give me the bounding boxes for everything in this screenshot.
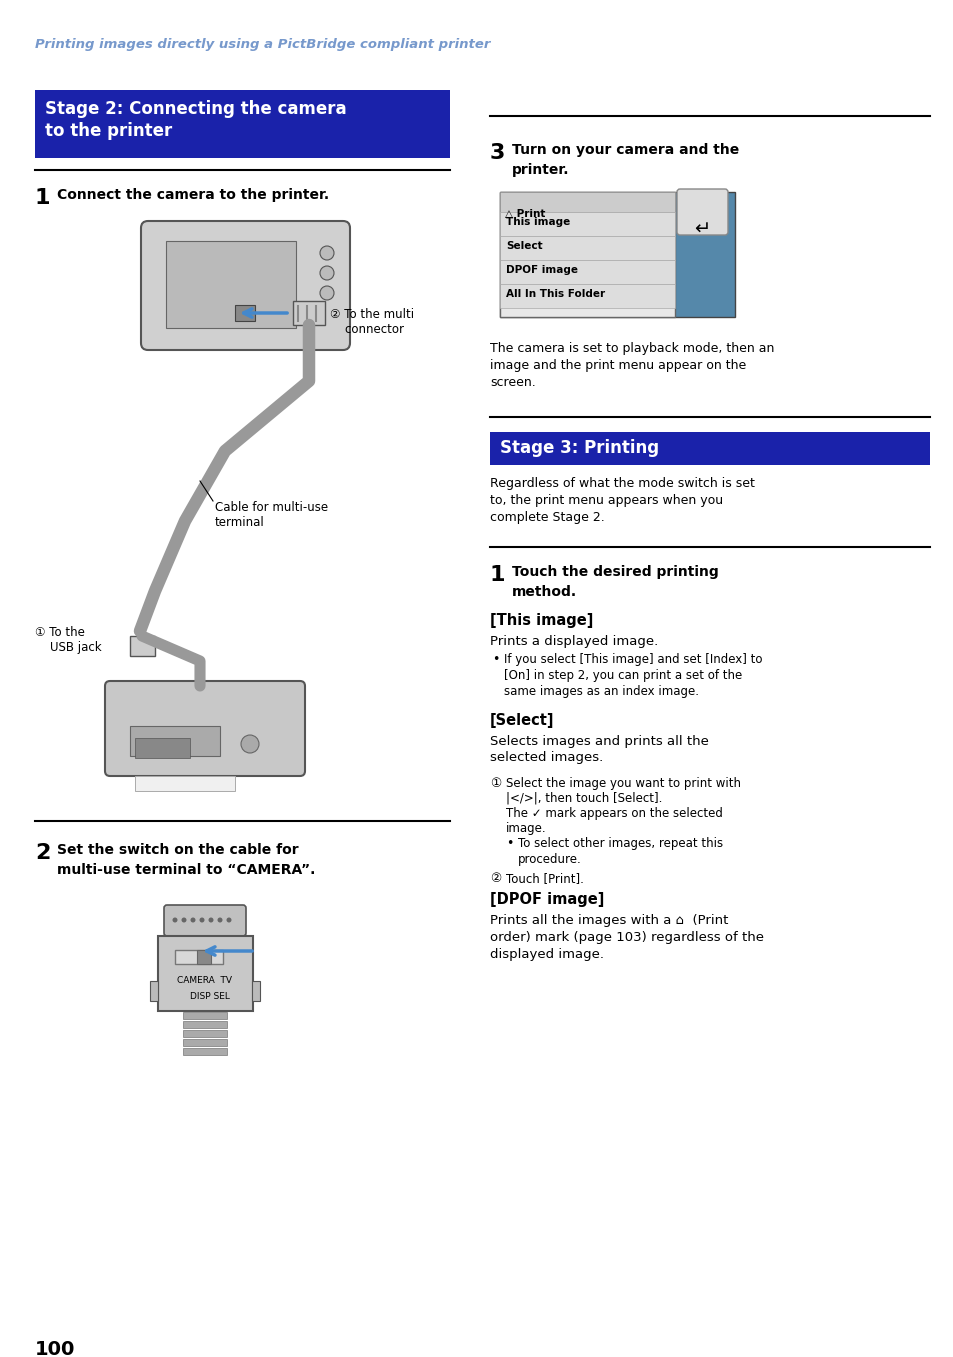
Bar xyxy=(35,90,450,157)
Circle shape xyxy=(319,246,334,261)
Text: Prints a displayed image.: Prints a displayed image. xyxy=(490,635,658,649)
Text: 1: 1 xyxy=(490,565,505,585)
Circle shape xyxy=(172,917,177,923)
Bar xyxy=(166,242,295,328)
Text: CAMERA  TV: CAMERA TV xyxy=(177,976,232,985)
Bar xyxy=(252,981,260,1001)
Text: Select the image you want to print with: Select the image you want to print with xyxy=(505,778,740,790)
Bar xyxy=(135,738,190,759)
Bar xyxy=(499,212,675,236)
Text: [This image]: [This image] xyxy=(490,613,593,628)
Text: ① To the
    USB jack: ① To the USB jack xyxy=(35,626,102,654)
Bar xyxy=(183,1030,227,1037)
Circle shape xyxy=(191,917,195,923)
Bar xyxy=(499,191,675,318)
Text: [DPOF image]: [DPOF image] xyxy=(490,892,604,906)
Bar xyxy=(293,301,325,324)
Text: All In This Folder: All In This Folder xyxy=(505,289,604,299)
Text: Stage 3: Printing: Stage 3: Printing xyxy=(499,440,659,457)
Text: DISP SEL: DISP SEL xyxy=(190,992,230,1001)
Bar xyxy=(130,636,154,655)
Text: image.: image. xyxy=(505,822,546,835)
Text: ②: ② xyxy=(490,873,500,885)
Bar xyxy=(135,776,234,791)
Circle shape xyxy=(181,917,186,923)
Text: 100: 100 xyxy=(35,1339,75,1357)
Text: Touch the desired printing: Touch the desired printing xyxy=(512,565,718,579)
Text: method.: method. xyxy=(512,585,577,598)
Text: Prints all the images with a ⌂  (Print
order) mark (page 103) regardless of the
: Prints all the images with a ⌂ (Print or… xyxy=(490,915,763,961)
Bar xyxy=(499,284,675,308)
Bar xyxy=(174,950,223,963)
Text: ①: ① xyxy=(490,778,500,790)
Text: 1: 1 xyxy=(35,189,51,208)
Text: Cable for multi-use
terminal: Cable for multi-use terminal xyxy=(214,501,328,529)
Text: Connect the camera to the printer.: Connect the camera to the printer. xyxy=(57,189,329,202)
Bar xyxy=(499,191,675,212)
Text: [Select]: [Select] xyxy=(490,712,554,727)
Circle shape xyxy=(209,917,213,923)
Text: 3: 3 xyxy=(490,142,505,163)
Text: Stage 2: Connecting the camera: Stage 2: Connecting the camera xyxy=(45,100,346,118)
Bar xyxy=(150,981,158,1001)
Bar xyxy=(183,1039,227,1046)
Text: |</>|, then touch [Select].: |</>|, then touch [Select]. xyxy=(505,792,661,805)
Bar xyxy=(158,936,253,1011)
Circle shape xyxy=(319,266,334,280)
Bar xyxy=(234,305,254,322)
Circle shape xyxy=(199,917,204,923)
Bar xyxy=(130,726,220,756)
Text: Turn on your camera and the: Turn on your camera and the xyxy=(512,142,739,157)
FancyBboxPatch shape xyxy=(164,905,246,936)
Bar xyxy=(499,236,675,261)
Text: Regardless of what the mode switch is set
to, the print menu appears when you
co: Regardless of what the mode switch is se… xyxy=(490,478,754,524)
Circle shape xyxy=(319,286,334,300)
Circle shape xyxy=(241,735,258,753)
Text: To select other images, repeat this
procedure.: To select other images, repeat this proc… xyxy=(517,837,722,866)
Text: △ Print: △ Print xyxy=(504,209,545,218)
Text: Printing images directly using a PictBridge compliant printer: Printing images directly using a PictBri… xyxy=(35,38,490,52)
Bar xyxy=(183,1048,227,1054)
Text: to the printer: to the printer xyxy=(45,122,172,140)
FancyBboxPatch shape xyxy=(141,221,350,350)
Text: If you select [This image] and set [Index] to
[On] in step 2, you can print a se: If you select [This image] and set [Inde… xyxy=(503,653,761,697)
Bar xyxy=(183,1020,227,1029)
FancyBboxPatch shape xyxy=(677,189,727,235)
FancyBboxPatch shape xyxy=(105,681,305,776)
Bar xyxy=(183,1012,227,1019)
Circle shape xyxy=(217,917,222,923)
Text: DPOF image: DPOF image xyxy=(505,265,578,275)
Text: Set the switch on the cable for: Set the switch on the cable for xyxy=(57,843,298,858)
Text: Select: Select xyxy=(505,242,542,251)
Bar xyxy=(499,191,734,318)
Circle shape xyxy=(226,917,232,923)
Bar xyxy=(490,432,929,465)
Text: The camera is set to playback mode, then an
image and the print menu appear on t: The camera is set to playback mode, then… xyxy=(490,342,774,389)
Text: ↵: ↵ xyxy=(693,220,709,239)
Text: ② To the multi
    connector: ② To the multi connector xyxy=(330,308,414,337)
Bar xyxy=(499,261,675,284)
Text: Touch [Print].: Touch [Print]. xyxy=(505,873,583,885)
Text: This image: This image xyxy=(505,217,570,227)
Text: 2: 2 xyxy=(35,843,51,863)
Text: multi-use terminal to “CAMERA”.: multi-use terminal to “CAMERA”. xyxy=(57,863,315,877)
Text: The ✓ mark appears on the selected: The ✓ mark appears on the selected xyxy=(505,807,722,820)
Text: Selects images and prints all the
selected images.: Selects images and prints all the select… xyxy=(490,735,708,764)
Bar xyxy=(196,950,211,963)
Text: printer.: printer. xyxy=(512,163,569,176)
Text: •: • xyxy=(492,653,498,666)
Text: •: • xyxy=(505,837,513,849)
